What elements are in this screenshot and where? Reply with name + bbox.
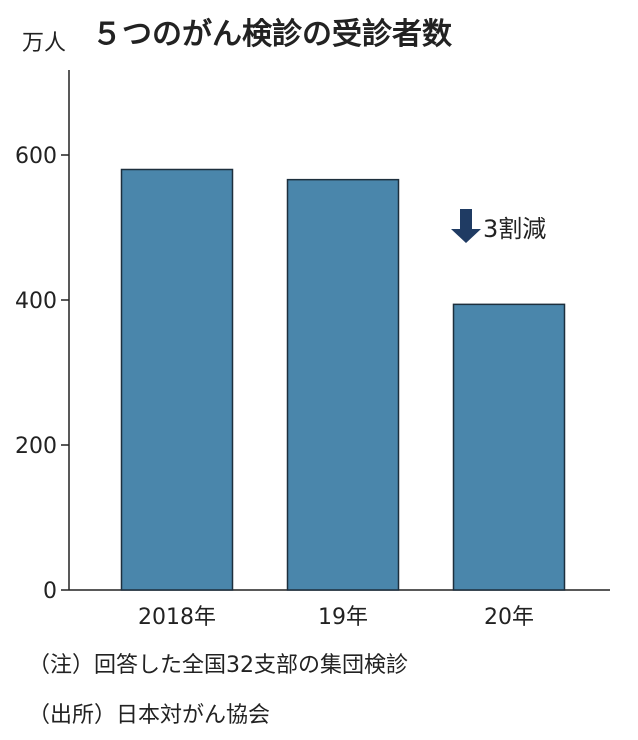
bar: [452, 303, 566, 591]
decrease-annotation-text: 3割減: [483, 215, 546, 243]
decrease-annotation: 3割減: [451, 209, 546, 243]
source-note: （出所）日本対がん協会: [28, 703, 270, 728]
down-arrow-icon: [451, 209, 481, 243]
footnote: （注）回答した全国32支部の集団検診: [28, 653, 408, 678]
y-ticks: 0 200 400 600: [15, 144, 69, 604]
y-tick-label: 400: [15, 289, 57, 314]
x-tick-label: 19年: [318, 605, 368, 630]
chart-title: ５つのがん検診の受診者数: [92, 17, 453, 52]
x-tick-label: 20年: [484, 605, 534, 630]
bars: [120, 168, 566, 591]
bar: [286, 178, 400, 591]
y-tick-label: 200: [15, 434, 57, 459]
bar: [120, 168, 234, 591]
x-tick-labels: 2018年 19年 20年: [138, 605, 534, 630]
x-tick-label: 2018年: [138, 605, 216, 630]
y-tick-label: 600: [15, 144, 57, 169]
y-tick-label: 0: [43, 579, 57, 604]
y-unit-label: 万人: [22, 31, 66, 56]
